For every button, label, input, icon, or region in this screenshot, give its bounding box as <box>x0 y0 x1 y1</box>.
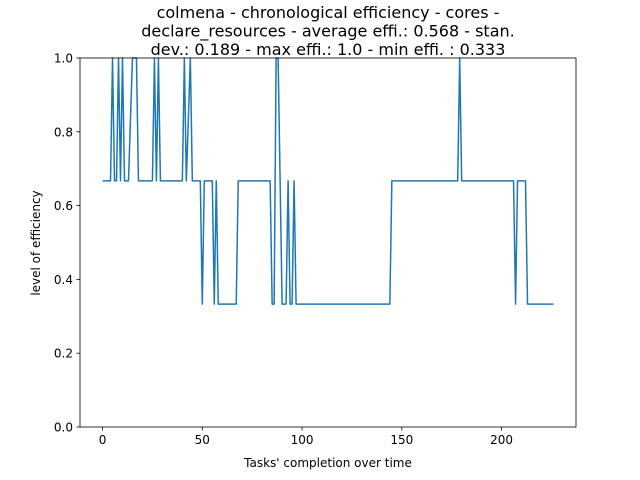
series-line-0 <box>102 57 554 305</box>
x-tick-label: 0 <box>99 433 107 447</box>
y-tick-label: 0.4 <box>54 273 73 287</box>
y-tick-label: 0.8 <box>54 125 73 139</box>
x-tick-label: 100 <box>291 433 314 447</box>
chart-title-line-2: declare_resources - average effi.: 0.568… <box>141 22 514 42</box>
x-tick-label: 50 <box>195 433 210 447</box>
x-tick-label: 200 <box>490 433 513 447</box>
chart-title-line-1: colmena - chronological efficiency - cor… <box>157 3 500 22</box>
y-tick-label: 1.0 <box>54 52 73 66</box>
y-tick-label: 0.2 <box>54 347 73 361</box>
x-tick-label: 150 <box>390 433 413 447</box>
y-tick-label: 0.6 <box>54 199 73 213</box>
chart-title-line-3: dev.: 0.189 - max effi.: 1.0 - min effi.… <box>151 40 506 59</box>
x-axis-label: Tasks' completion over time <box>243 456 412 470</box>
plot-frame <box>79 57 577 428</box>
y-axis-label: level of efficiency <box>29 190 43 295</box>
y-tick-label: 0.0 <box>54 421 73 435</box>
plot-area: 0 50 100 150 200 0.0 0.2 0.4 0.6 0.8 1.0 <box>54 52 577 447</box>
